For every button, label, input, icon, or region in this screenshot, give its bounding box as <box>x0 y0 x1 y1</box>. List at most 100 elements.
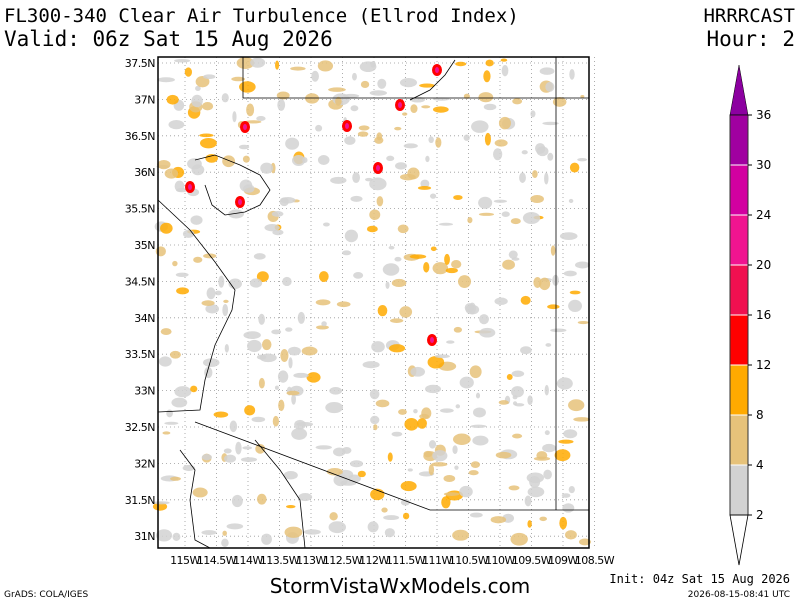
turbulence-patch <box>256 354 267 360</box>
turbulence-patch <box>199 133 214 138</box>
turbulence-patch <box>556 377 573 390</box>
turbulence-patch <box>315 124 323 132</box>
turbulence-patch <box>258 313 265 325</box>
model-name: HRRRCAST <box>703 5 795 27</box>
turbulence-patch <box>242 155 250 163</box>
turbulence-patch <box>218 275 225 288</box>
turbulence-patch <box>191 94 203 108</box>
turbulence-patch <box>391 431 403 437</box>
turbulence-patch <box>168 120 185 130</box>
turbulence-patch <box>451 259 462 269</box>
turbulence-patch <box>432 450 448 462</box>
turbulence-patch <box>316 325 329 330</box>
turbulence-patch <box>222 530 227 536</box>
turbulence-patch <box>238 199 242 205</box>
colorbar-label: 24 <box>756 208 771 222</box>
site-name: StormVistaWxModels.com <box>270 574 531 598</box>
turbulence-patch <box>498 116 511 130</box>
turbulence-patch <box>542 443 557 453</box>
turbulence-patch <box>432 106 449 113</box>
init-time: Init: 04z Sat 15 Aug 2026 <box>609 572 790 586</box>
turbulence-patch <box>277 370 289 383</box>
turbulence-patch <box>249 278 263 288</box>
international-border <box>194 421 589 511</box>
turbulence-patch <box>429 193 437 199</box>
turbulence-patch <box>495 451 512 459</box>
turbulence-patch <box>425 155 430 163</box>
turbulence-patch <box>373 424 378 431</box>
turbulence-patch <box>455 404 461 409</box>
turbulence-patch <box>329 386 343 395</box>
turbulence-patch <box>256 271 269 283</box>
turbulence-patch <box>539 67 555 75</box>
turbulence-patch <box>423 450 433 458</box>
turbulence-patch <box>404 418 419 431</box>
colorbar-bin <box>729 114 749 166</box>
turbulence-patch <box>443 474 456 482</box>
turbulence-patch <box>578 538 592 546</box>
turbulence-patch <box>231 494 243 508</box>
turbulence-patch <box>468 470 479 476</box>
turbulence-patch <box>478 212 495 216</box>
turbulence-patch <box>175 272 189 277</box>
turbulence-patch <box>407 167 420 180</box>
turbulence-patch <box>160 222 173 234</box>
lon-label: 114.5W <box>197 554 237 567</box>
turbulence-patch <box>468 302 477 315</box>
turbulence-patch <box>171 397 188 408</box>
turbulence-patch <box>369 90 388 96</box>
colorbar-label: 36 <box>756 108 771 122</box>
turbulence-patch <box>478 196 493 209</box>
turbulence-patch <box>330 176 347 184</box>
turbulence-patch <box>341 250 352 256</box>
lake <box>409 59 456 101</box>
turbulence-patch <box>328 87 346 92</box>
turbulence-patch <box>417 185 432 190</box>
colorbar-bin <box>729 364 749 416</box>
turbulence-patch <box>428 464 435 476</box>
turbulence-patch <box>222 155 236 168</box>
turbulence-patch <box>428 440 437 449</box>
lat-label: 36N <box>134 166 155 179</box>
turbulence-patch <box>301 346 318 356</box>
turbulence-patch <box>344 229 359 243</box>
turbulence-patch <box>297 311 305 324</box>
turbulence-patch <box>470 424 487 428</box>
turbulence-patch <box>369 389 380 400</box>
lat-label: 33.5N <box>125 348 155 361</box>
turbulence-patch <box>398 102 402 108</box>
turbulence-patch <box>385 281 390 289</box>
colorbar-bin <box>729 414 749 466</box>
turbulence-patch <box>280 349 289 362</box>
turbulence-patch <box>261 339 272 351</box>
turbulence-patch <box>335 96 342 106</box>
turbulence-patch <box>202 102 214 111</box>
turbulence-patch <box>321 321 327 327</box>
turbulence-patch <box>417 418 427 429</box>
turbulence-patch <box>184 67 192 77</box>
turbulence-patch <box>569 68 575 80</box>
turbulence-patch <box>256 115 266 122</box>
turbulence-patch <box>467 216 473 224</box>
turbulence-patch <box>282 276 292 287</box>
turbulence-patch <box>554 449 571 462</box>
turbulence-patch <box>391 278 407 288</box>
lat-label: 36.5N <box>125 130 155 143</box>
lon-label: 109.5W <box>512 554 552 567</box>
turbulence-patch <box>432 262 449 275</box>
turbulence-patch <box>455 61 467 67</box>
turbulence-patch <box>500 58 508 62</box>
turbulence-patch <box>501 211 510 217</box>
turbulence-patch <box>336 301 351 308</box>
credit: GrADS: COLA/IGES <box>4 590 88 600</box>
turbulence-patch <box>350 195 363 202</box>
turbulence-patch <box>287 346 301 356</box>
turbulence-patch <box>325 402 344 414</box>
turbulence-patch <box>222 304 229 317</box>
turbulence-patch <box>382 263 400 276</box>
turbulence-patch <box>410 366 426 377</box>
turbulence-patch <box>376 196 384 207</box>
river <box>194 154 271 216</box>
turbulence-patch <box>190 215 203 225</box>
